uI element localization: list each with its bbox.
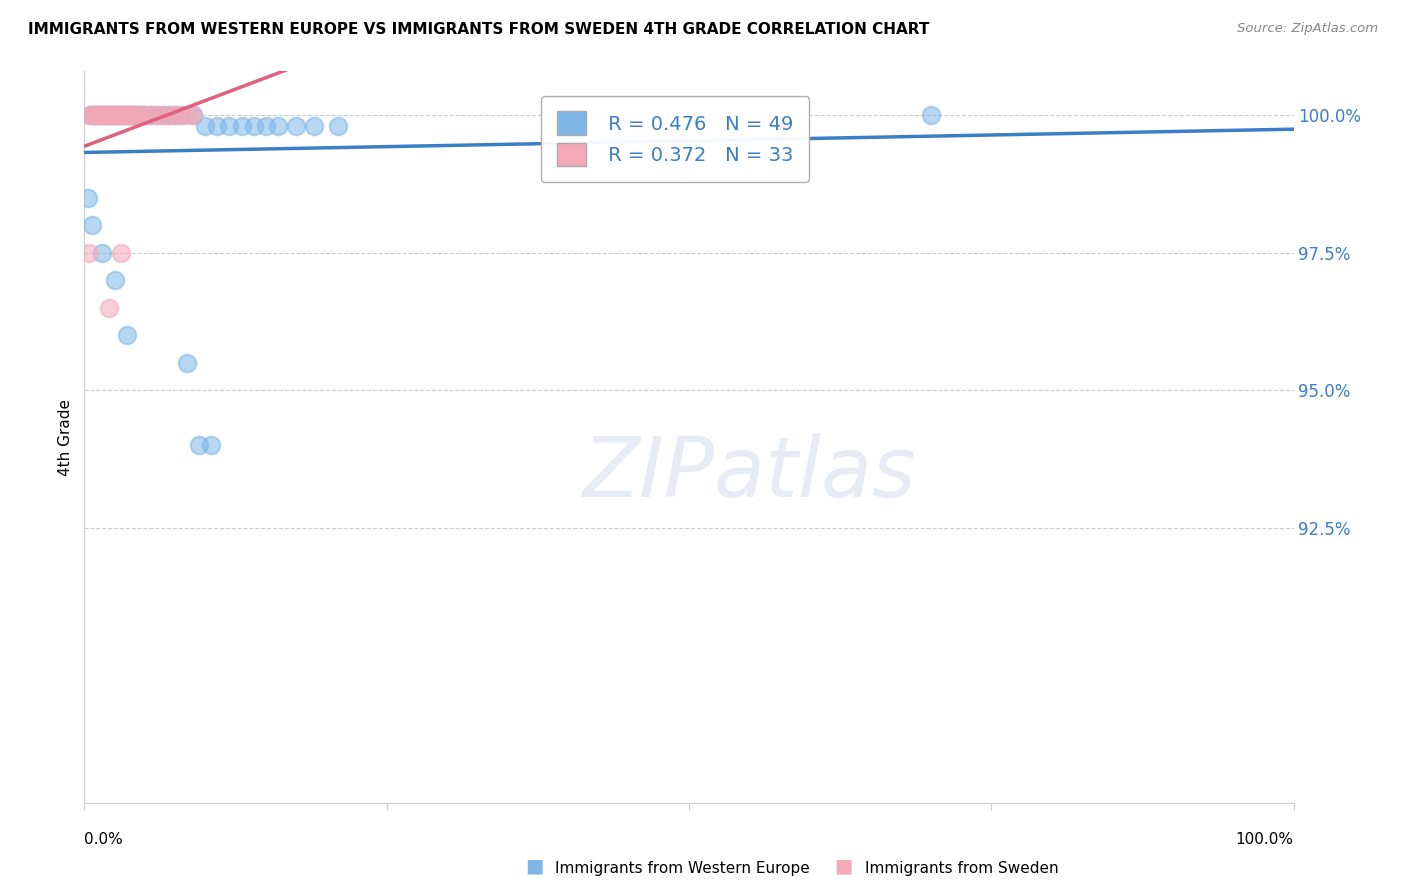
Point	[120, 108, 142, 122]
Point	[91, 245, 114, 260]
Point	[101, 108, 124, 122]
Point	[94, 108, 117, 122]
Point	[181, 108, 204, 122]
Text: Source: ZipAtlas.com: Source: ZipAtlas.com	[1237, 22, 1378, 36]
Point	[181, 108, 204, 122]
Point	[112, 108, 135, 122]
Text: ZIPatlas: ZIPatlas	[582, 434, 917, 514]
Point	[97, 301, 120, 315]
Point	[82, 108, 104, 122]
Point	[89, 108, 111, 122]
Point	[328, 120, 350, 134]
Point	[200, 438, 222, 452]
Point	[110, 108, 132, 122]
Point	[83, 108, 105, 122]
Point	[127, 108, 149, 122]
Point	[170, 108, 193, 122]
Point	[117, 108, 139, 122]
Point	[157, 108, 180, 122]
Point	[152, 108, 174, 122]
Point	[139, 108, 162, 122]
Point	[103, 108, 125, 122]
Point	[242, 120, 264, 134]
Point	[129, 108, 152, 122]
Point	[176, 108, 198, 122]
Point	[146, 108, 169, 122]
Point	[100, 108, 122, 122]
Point	[170, 108, 193, 122]
Point	[112, 108, 135, 122]
Point	[128, 108, 150, 122]
Point	[134, 108, 156, 122]
Point	[165, 108, 187, 122]
Text: IMMIGRANTS FROM WESTERN EUROPE VS IMMIGRANTS FROM SWEDEN 4TH GRADE CORRELATION C: IMMIGRANTS FROM WESTERN EUROPE VS IMMIGR…	[28, 22, 929, 37]
Point	[104, 273, 127, 287]
Text: 100.0%: 100.0%	[1236, 832, 1294, 847]
Point	[110, 245, 132, 260]
Point	[80, 219, 103, 233]
Point	[104, 108, 127, 122]
Point	[254, 120, 277, 134]
Point	[105, 108, 128, 122]
Point	[115, 108, 138, 122]
Point	[139, 108, 162, 122]
Point	[207, 120, 229, 134]
Point	[115, 328, 138, 343]
Point	[97, 108, 120, 122]
Point	[91, 108, 114, 122]
Point	[114, 108, 136, 122]
Point	[146, 108, 169, 122]
Point	[86, 108, 108, 122]
Point	[131, 108, 153, 122]
Point	[267, 120, 290, 134]
Point	[121, 108, 143, 122]
Point	[920, 108, 942, 122]
Text: ■: ■	[834, 857, 853, 876]
Point	[165, 108, 187, 122]
Text: Immigrants from Western Europe: Immigrants from Western Europe	[555, 861, 810, 876]
Point	[302, 120, 325, 134]
Point	[218, 120, 240, 134]
Point	[121, 108, 143, 122]
Y-axis label: 4th Grade: 4th Grade	[58, 399, 73, 475]
Legend:  R = 0.476   N = 49,  R = 0.372   N = 33: R = 0.476 N = 49, R = 0.372 N = 33	[541, 95, 808, 182]
Point	[188, 438, 211, 452]
Point	[90, 108, 112, 122]
Point	[98, 108, 121, 122]
Point	[77, 191, 100, 205]
Point	[284, 120, 308, 134]
Point	[157, 108, 180, 122]
Point	[94, 108, 117, 122]
Text: ■: ■	[524, 857, 544, 876]
Point	[118, 108, 141, 122]
Point	[122, 108, 145, 122]
Point	[111, 108, 134, 122]
Point	[107, 108, 129, 122]
Point	[87, 108, 110, 122]
Point	[108, 108, 131, 122]
Point	[86, 108, 108, 122]
Point	[134, 108, 156, 122]
Text: 0.0%: 0.0%	[84, 832, 124, 847]
Point	[96, 108, 118, 122]
Point	[125, 108, 148, 122]
Point	[124, 108, 146, 122]
Point	[79, 108, 101, 122]
Point	[93, 108, 115, 122]
Point	[84, 108, 107, 122]
Point	[194, 120, 217, 134]
Point	[231, 120, 253, 134]
Point	[77, 245, 100, 260]
Text: Immigrants from Sweden: Immigrants from Sweden	[865, 861, 1059, 876]
Point	[79, 108, 101, 122]
Point	[152, 108, 174, 122]
Point	[176, 356, 198, 370]
Point	[104, 108, 127, 122]
